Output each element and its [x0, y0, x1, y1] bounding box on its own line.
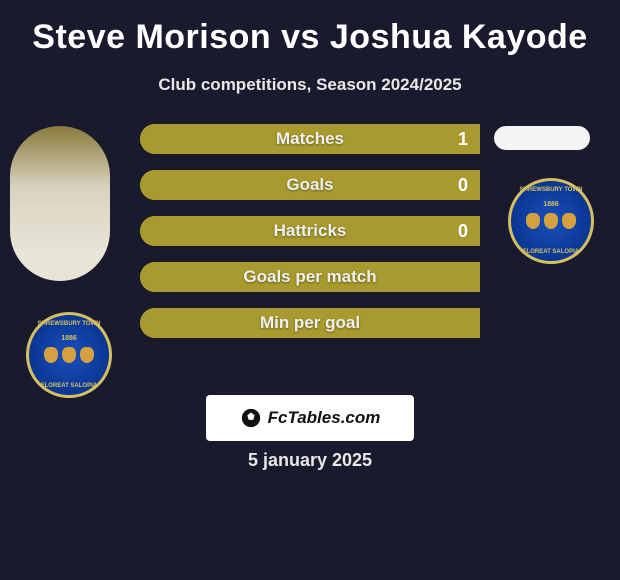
lion-icon: [526, 213, 540, 229]
stat-label: Min per goal: [140, 308, 480, 338]
lion-icon: [562, 213, 576, 229]
watermark: FcTables.com: [206, 395, 414, 441]
stat-row: Min per goal: [140, 308, 480, 338]
subtitle: Club competitions, Season 2024/2025: [10, 75, 610, 95]
club-badge-left: SHREWSBURY TOWN 1886 FLOREAT SALOPIA: [26, 312, 112, 398]
badge-left-bottom-text: FLOREAT SALOPIA: [41, 383, 97, 389]
lion-icon: [544, 213, 558, 229]
stat-row: Hattricks0: [140, 216, 480, 246]
badge-right-top-text: SHREWSBURY TOWN: [520, 187, 583, 193]
lion-icon: [62, 347, 76, 363]
stat-label: Goals per match: [140, 262, 480, 292]
lion-icon: [44, 347, 58, 363]
lion-icon: [80, 347, 94, 363]
watermark-text: FcTables.com: [268, 408, 381, 428]
badge-left-top-text: SHREWSBURY TOWN: [38, 321, 101, 327]
stat-row: Goals per match: [140, 262, 480, 292]
badge-right-year: 1886: [543, 201, 559, 208]
badge-left-year: 1886: [61, 335, 77, 342]
stat-label: Goals: [140, 170, 480, 200]
badge-right-motif: [526, 203, 576, 239]
stat-value-left: 0: [458, 170, 468, 200]
comparison-card: Steve Morison vs Joshua Kayode Club comp…: [0, 0, 620, 580]
player-left-photo: [10, 126, 110, 281]
club-badge-right: SHREWSBURY TOWN 1886 FLOREAT SALOPIA: [508, 178, 594, 264]
badge-left-motif: [44, 337, 94, 373]
stats-list: Matches1Goals0Hattricks0Goals per matchM…: [140, 124, 480, 354]
stat-row: Matches1: [140, 124, 480, 154]
page-title: Steve Morison vs Joshua Kayode: [10, 18, 610, 57]
stat-value-left: 0: [458, 216, 468, 246]
player-right-photo: [494, 126, 590, 150]
badge-right-bottom-text: FLOREAT SALOPIA: [523, 249, 579, 255]
date-label: 5 january 2025: [0, 450, 620, 471]
stat-label: Matches: [140, 124, 480, 154]
stat-value-left: 1: [458, 124, 468, 154]
soccer-ball-icon: [240, 407, 262, 429]
stat-label: Hattricks: [140, 216, 480, 246]
stat-row: Goals0: [140, 170, 480, 200]
